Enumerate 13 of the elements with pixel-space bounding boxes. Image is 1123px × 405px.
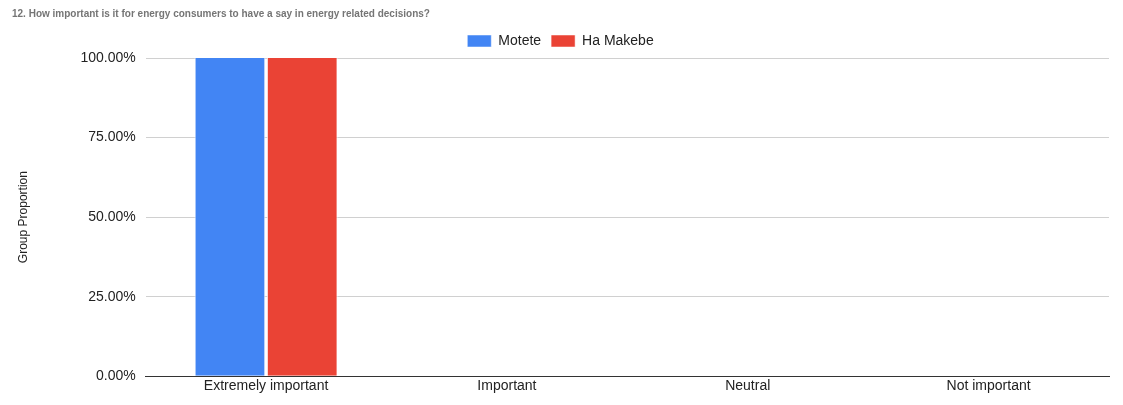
y-tick-label: 0.00% [95,367,136,384]
x-tick-label: Important [477,377,537,394]
y-tick-label: 100.00% [80,48,136,65]
x-tick-label: Not important [946,377,1031,394]
legend-label: Motete [498,31,542,48]
y-axis-title: Group Proportion [15,171,30,264]
y-tick-label: 50.00% [88,207,136,224]
chart-title: 12. How important is it for energy consumers to have a say in energy related decisions? [12,7,430,19]
y-tick-label: 25.00% [88,287,136,304]
y-tick-label: 75.00% [88,128,136,145]
legend-label: Ha Makebe [582,31,654,48]
x-tick-label: Neutral [725,377,771,394]
x-tick-label: Extremely important [203,377,329,394]
